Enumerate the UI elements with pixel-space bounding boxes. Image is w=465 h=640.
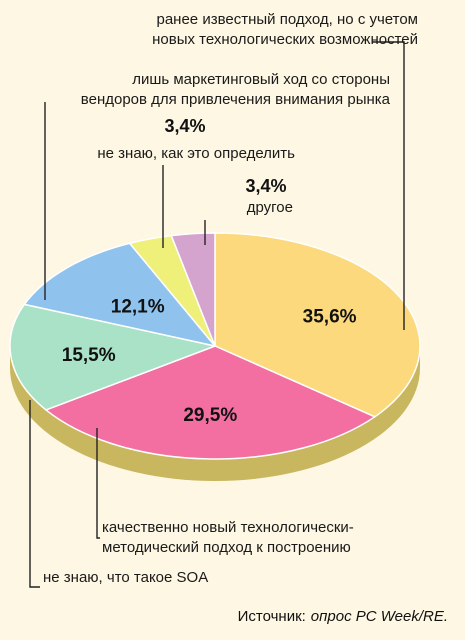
source-text: опрос PC Week/RE. — [311, 608, 448, 625]
pct-label-approach: 35,6% — [303, 307, 357, 328]
pct-label-dont-know-soa: 15,5% — [62, 345, 116, 366]
pct-label-other: 3,4% — [245, 176, 286, 196]
source-label: Источник: — [238, 608, 306, 625]
category-label-marketing: лишь маркетинговый ход со стороны вендоро… — [81, 71, 391, 108]
category-label-cant-define: не знаю, как это определить — [97, 145, 295, 162]
leader-lines — [29, 41, 405, 588]
pct-label-marketing: 12,1% — [111, 297, 165, 318]
chart-labels: 35,6% 29,5% 15,5% 12,1% 3,4% 3,4% ранее извест… — [43, 11, 418, 586]
leader-line-new-approach — [96, 428, 100, 539]
pie-slice-dont-know-soa — [9, 303, 218, 411]
leader-line-dont-know-soa — [29, 400, 40, 588]
category-label-dont-know-soa: не знаю, что такое SOA — [43, 569, 208, 586]
pie-slices — [9, 232, 421, 460]
pie-slice-marketing — [23, 242, 217, 348]
pie-slice-other — [170, 232, 216, 347]
source-note: Источник: опрос PC Week/RE. — [238, 608, 448, 625]
pie-slice-approach — [214, 232, 421, 418]
leader-line-approach — [372, 41, 405, 330]
pct-label-new-approach: 29,5% — [183, 405, 237, 426]
pct-label-cant-define: 3,4% — [164, 116, 205, 136]
category-label-approach: ранее известный подход, но с учетом новых… — [152, 11, 418, 48]
category-label-new-approach: качественно новый технологически-методич… — [102, 519, 354, 556]
category-label-other: другое — [247, 199, 293, 216]
pie-slice-new-approach — [44, 345, 377, 460]
